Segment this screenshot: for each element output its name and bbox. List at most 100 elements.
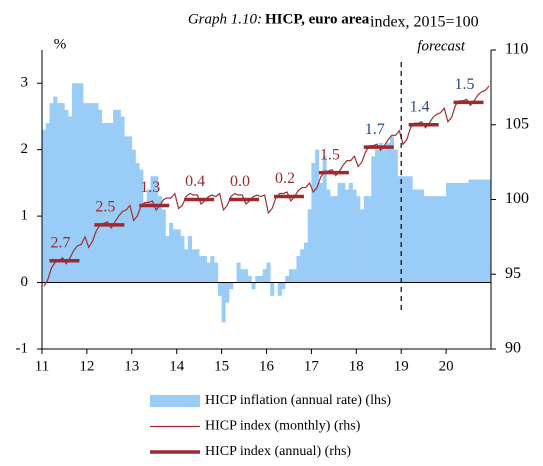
annual-rate-label: 1.3	[140, 179, 160, 196]
annual-rate-label: 0.2	[275, 170, 295, 187]
bar	[109, 123, 114, 283]
y2-tick-label: 100	[505, 190, 529, 207]
bar	[75, 83, 80, 283]
bar	[457, 182, 462, 283]
chart-title: HICP, euro area	[265, 11, 370, 27]
annual-rate-label: 1.4	[410, 98, 430, 115]
bar	[446, 182, 451, 283]
bar	[56, 103, 61, 283]
bar	[206, 262, 211, 283]
bar	[165, 236, 170, 283]
bar	[461, 182, 466, 283]
forecast-label: forecast	[417, 38, 466, 54]
bar	[288, 269, 293, 283]
bar	[45, 123, 50, 283]
bar	[326, 189, 331, 283]
bar	[464, 182, 469, 283]
bar	[367, 196, 372, 283]
bar	[419, 189, 424, 283]
bar	[318, 182, 323, 283]
y-tick-label: -1	[16, 340, 29, 356]
bar	[360, 209, 365, 283]
y2-tick-label: 110	[505, 41, 528, 58]
bar	[266, 262, 271, 283]
annual-rate-label: 2.7	[50, 234, 70, 251]
bar	[214, 262, 219, 283]
bar	[68, 116, 73, 283]
bar	[210, 255, 215, 283]
bar	[131, 149, 136, 283]
bar	[176, 229, 181, 283]
bar	[442, 196, 447, 283]
bar	[348, 182, 353, 283]
annual-rate-label: 1.7	[365, 121, 385, 138]
y-tick-label: 0	[21, 274, 29, 290]
x-tick-label: 15	[214, 358, 229, 374]
bar	[116, 109, 121, 283]
bar	[86, 103, 91, 283]
bar	[330, 196, 335, 283]
bar	[221, 282, 226, 323]
bar	[487, 179, 492, 283]
annual-rate-label: 2.5	[95, 199, 115, 216]
bar	[479, 179, 484, 283]
bar	[184, 249, 189, 283]
bar	[389, 136, 395, 283]
x-tick-label: 12	[79, 358, 94, 374]
x-tick-label: 19	[394, 358, 409, 374]
bar	[139, 169, 144, 283]
annual-rate-label: 0.4	[185, 173, 205, 190]
bar	[285, 275, 290, 283]
y2-tick-label: 90	[505, 340, 521, 357]
bar	[322, 156, 327, 283]
bar	[202, 255, 207, 283]
bar	[60, 103, 65, 283]
legend-label: HICP index (annual) (rhs)	[205, 444, 351, 459]
bar	[101, 123, 106, 283]
bar	[468, 179, 473, 283]
bar	[472, 179, 477, 283]
bar	[345, 189, 350, 283]
bar	[94, 103, 99, 283]
bar	[83, 103, 88, 283]
bar	[375, 149, 380, 283]
bar	[42, 129, 47, 283]
bar	[315, 149, 320, 283]
bar	[438, 196, 443, 283]
legend-label: HICP index (monthly) (rhs)	[205, 419, 361, 434]
bar	[412, 189, 417, 283]
bar	[169, 222, 174, 283]
bar	[229, 282, 234, 290]
bar	[397, 176, 402, 283]
bar	[404, 176, 409, 283]
x-tick-label: 18	[349, 358, 364, 374]
bar	[337, 182, 342, 283]
y2-axis-label: index, 2015=100	[370, 14, 479, 31]
bar	[71, 83, 76, 283]
bar	[259, 275, 264, 283]
bar	[172, 229, 177, 283]
bar	[371, 156, 376, 283]
y2-tick-label: 105	[505, 115, 529, 132]
bar	[333, 196, 338, 283]
bar	[483, 179, 488, 283]
bar	[217, 282, 222, 296]
bar	[431, 196, 436, 283]
bar	[363, 196, 368, 283]
bar	[423, 196, 428, 283]
bar	[292, 269, 297, 283]
bar	[247, 275, 252, 283]
bar	[199, 255, 204, 283]
x-tick-label: 17	[304, 358, 320, 374]
bar	[449, 182, 454, 283]
bar	[434, 196, 439, 283]
bar	[453, 182, 458, 283]
x-tick-label: 16	[259, 358, 275, 374]
bar	[120, 116, 125, 283]
bar	[146, 189, 151, 283]
bar	[113, 109, 118, 283]
bar	[307, 209, 312, 283]
bar	[251, 282, 256, 290]
bar	[187, 236, 192, 283]
